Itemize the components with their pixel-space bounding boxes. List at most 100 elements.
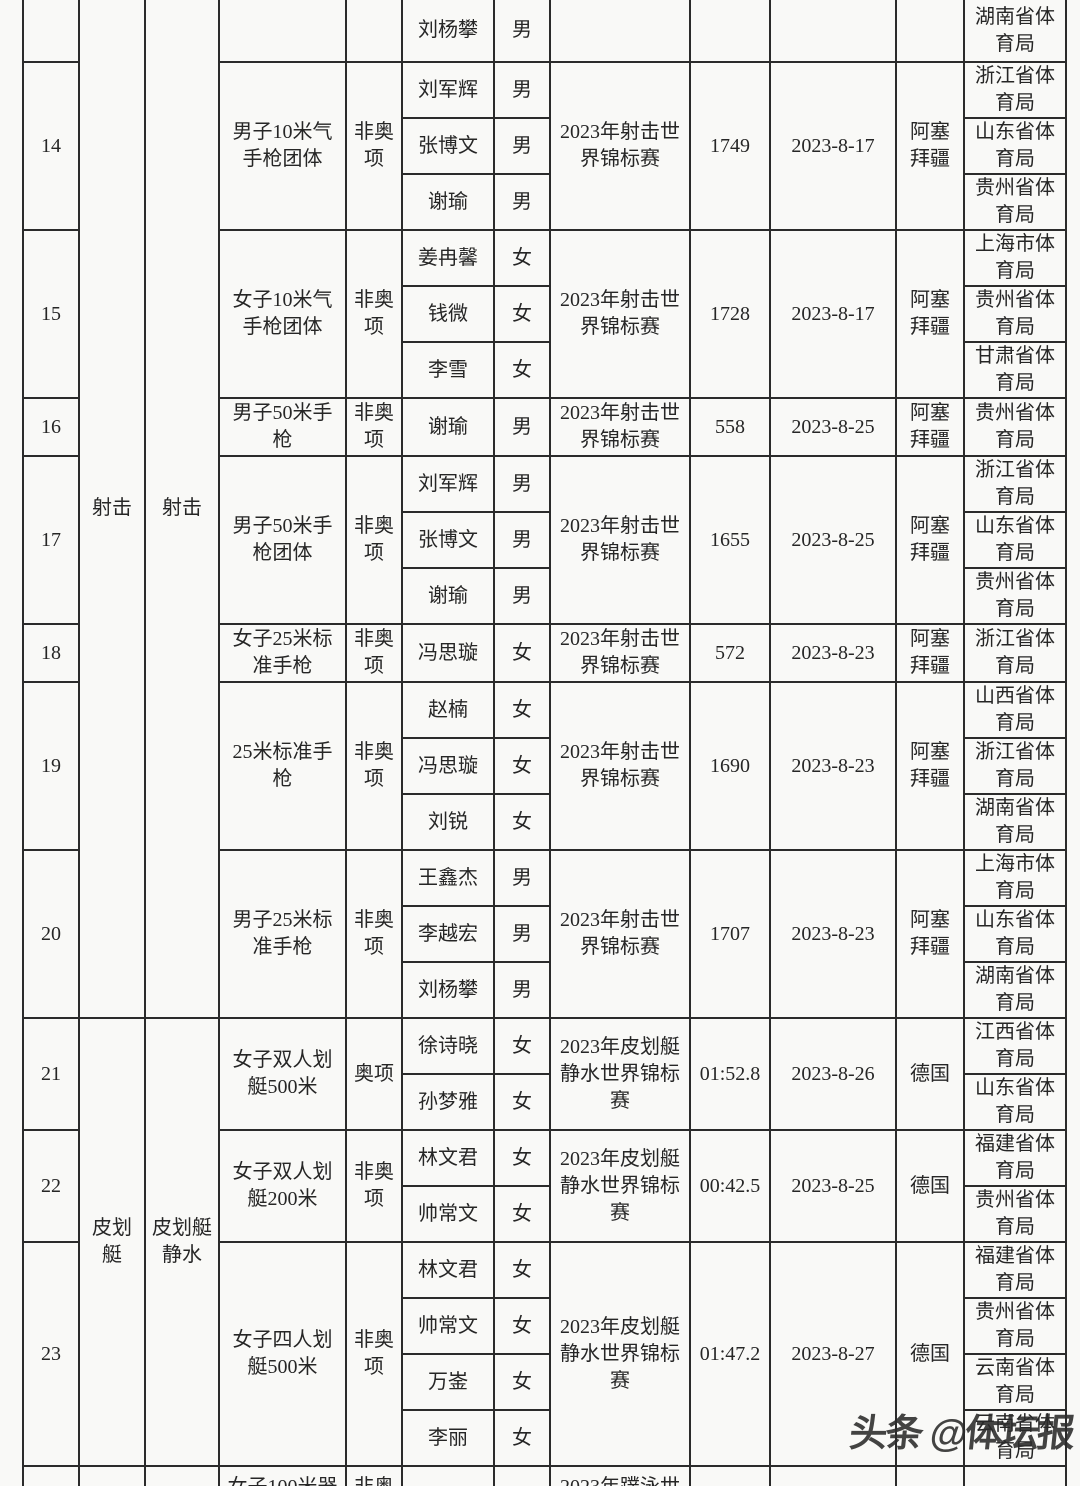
date-cell: 2023-8-27	[769, 1241, 897, 1467]
table-row: 帅常文 女 贵州省体育局	[23, 1185, 1067, 1243]
empty-cell	[218, 0, 347, 63]
result-cell: 1749	[689, 61, 771, 231]
bureau-cell: 贵州省体育局	[963, 285, 1067, 343]
table-row: 帅常文 女 贵州省体育局	[23, 1297, 1067, 1355]
result-cell: 01:52.8	[689, 1017, 771, 1131]
competition-cell: 2023年皮划艇静水世界锦标赛	[549, 1241, 691, 1467]
record-no: 16	[22, 397, 80, 457]
date-cell: 2023-8-23	[769, 623, 897, 683]
date-cell: 2023-8-26	[769, 1017, 897, 1131]
venue-cell: 阿塞拜疆	[895, 397, 965, 457]
event-cell: 女子25米标准手枪	[218, 623, 347, 683]
athlete-name: 李越宏	[401, 905, 495, 963]
athlete-name: 张博文	[401, 117, 495, 175]
table-row: 20 男子25米标准手枪 非奥项 王鑫杰 男 2023年射击世界锦标赛 1707…	[22, 849, 1067, 1019]
record-no: 20	[22, 849, 80, 1019]
athlete-name: 万崟	[401, 1353, 495, 1411]
competition-cell: 2023年射击世界锦标赛	[549, 61, 691, 231]
empty-cell	[689, 0, 771, 63]
result-cell: 36.01	[689, 1465, 771, 1486]
gender-cell: 男	[493, 117, 551, 175]
discipline-cell	[144, 1465, 220, 1486]
event-cell: 女子双人划艇500米	[218, 1017, 347, 1131]
venue-cell: 德国	[895, 1017, 965, 1131]
date-cell: 2023-8-25	[769, 1129, 897, 1243]
bureau-cell: 山东省体育局	[963, 905, 1067, 963]
date-cell: 2023-8-25	[769, 397, 897, 457]
competition-cell: 2023年射击世界锦标赛	[549, 455, 691, 625]
venue-cell: 阿塞拜疆	[895, 61, 965, 231]
bureau-cell: 山东省体育局	[963, 117, 1067, 175]
table-row: 谢瑜 男 贵州省体育局	[23, 173, 1067, 231]
bureau-cell: 贵州省体育局	[963, 567, 1067, 625]
table-row: 刘锐 女 湖南省体育局	[23, 793, 1067, 851]
result-cell: 558	[689, 397, 771, 457]
bureau-cell: 浙江省体育局	[963, 623, 1067, 683]
bureau-cell: 山东省体育局	[963, 1073, 1067, 1131]
sport-cell: 射击	[78, 0, 146, 1019]
gender-cell: 女	[493, 341, 551, 399]
gender-cell: 男	[493, 849, 551, 907]
event-cell: 男子50米手枪团体	[218, 455, 347, 625]
event-cell: 女子100米器泳	[218, 1465, 347, 1486]
result-cell: 1707	[689, 849, 771, 1019]
record-no: 21	[22, 1017, 80, 1131]
gender-cell: 女	[493, 1017, 551, 1075]
competition-cell: 2023年射击世界锦标赛	[549, 681, 691, 851]
gender-cell: 男	[493, 905, 551, 963]
athlete-name: 谢瑜	[401, 567, 495, 625]
category-cell: 非奥项	[345, 61, 403, 231]
category-cell: 非奥项	[345, 1241, 403, 1467]
event-cell: 男子50米手枪	[218, 397, 347, 457]
athlete-name: 徐诗晓	[401, 1017, 495, 1075]
athlete-name: 姜冉馨	[401, 229, 495, 287]
competition-cell: 2023年射击世界锦标赛	[549, 849, 691, 1019]
table-row: 刘杨攀 男 湖南省体育局	[23, 961, 1067, 1019]
athlete-name: 谢瑜	[401, 397, 495, 457]
table-row: 24 女子100米器泳 非奥项 许艺川 女 2023年蹼泳世界杯 36.01 2…	[22, 1465, 1067, 1486]
date-cell: 2023-10-19	[769, 1465, 897, 1486]
venue-cell: 阿塞拜疆	[895, 849, 965, 1019]
athlete-name: 孙梦雅	[401, 1073, 495, 1131]
table-row: 谢瑜 男 贵州省体育局	[23, 567, 1067, 625]
discipline-cell: 射击	[144, 0, 220, 1019]
empty-cell	[895, 0, 965, 63]
gender-cell: 女	[493, 793, 551, 851]
gender-cell: 男	[493, 173, 551, 231]
toutiao-watermark: 头条 @体坛报	[847, 1413, 1076, 1455]
table-row: 17 男子50米手枪团体 非奥项 刘军辉 男 2023年射击世界锦标赛 1655…	[22, 455, 1067, 625]
gender-cell: 女	[493, 681, 551, 739]
gender-cell: 女	[493, 1465, 551, 1486]
record-no: 24	[22, 1465, 80, 1486]
record-no: 15	[22, 229, 80, 399]
category-cell: 非奥项	[345, 849, 403, 1019]
athlete-name: 赵楠	[401, 681, 495, 739]
table-row: 李雪 女 甘肃省体育局	[23, 341, 1067, 399]
bureau-cell: 贵州省体育局	[963, 397, 1067, 457]
bureau-cell: 湖南省体育局	[963, 0, 1067, 63]
venue-cell: 福建	[895, 1465, 965, 1486]
table-row: 万崟 女 云南省体育局	[23, 1353, 1067, 1411]
table-row: 张博文 男 山东省体育局	[23, 117, 1067, 175]
bureau-cell: 甘肃省体育局	[963, 341, 1067, 399]
gender-cell: 男	[493, 567, 551, 625]
empty-cell	[345, 0, 403, 63]
athlete-name: 帅常文	[401, 1185, 495, 1243]
venue-cell: 德国	[895, 1241, 965, 1467]
bureau-cell: 贵州省体育局	[963, 173, 1067, 231]
table-row: 14 男子10米气手枪团体 非奥项 刘军辉 男 2023年射击世界锦标赛 174…	[22, 61, 1067, 231]
event-cell: 女子10米气手枪团体	[218, 229, 347, 399]
event-cell: 25米标准手枪	[218, 681, 347, 851]
date-cell: 2023-8-23	[769, 681, 897, 851]
table-row: 孙梦雅 女 山东省体育局	[23, 1073, 1067, 1131]
event-cell: 女子双人划艇200米	[218, 1129, 347, 1243]
competition-cell: 2023年射击世界锦标赛	[549, 397, 691, 457]
bureau-cell: 贵州省体育局	[963, 1297, 1067, 1355]
result-cell: 1728	[689, 229, 771, 399]
bureau-cell: 云南省体育局	[963, 1409, 1067, 1467]
venue-cell: 阿塞拜疆	[895, 455, 965, 625]
table-row: 18 女子25米标准手枪 非奥项 冯思璇 女 2023年射击世界锦标赛 572 …	[22, 623, 1067, 683]
record-no: 19	[22, 681, 80, 851]
table-row: 射击 射击 刘杨攀 男 湖南省体育局	[22, 0, 1067, 1019]
bureau-cell: 湖南省体育局	[963, 793, 1067, 851]
